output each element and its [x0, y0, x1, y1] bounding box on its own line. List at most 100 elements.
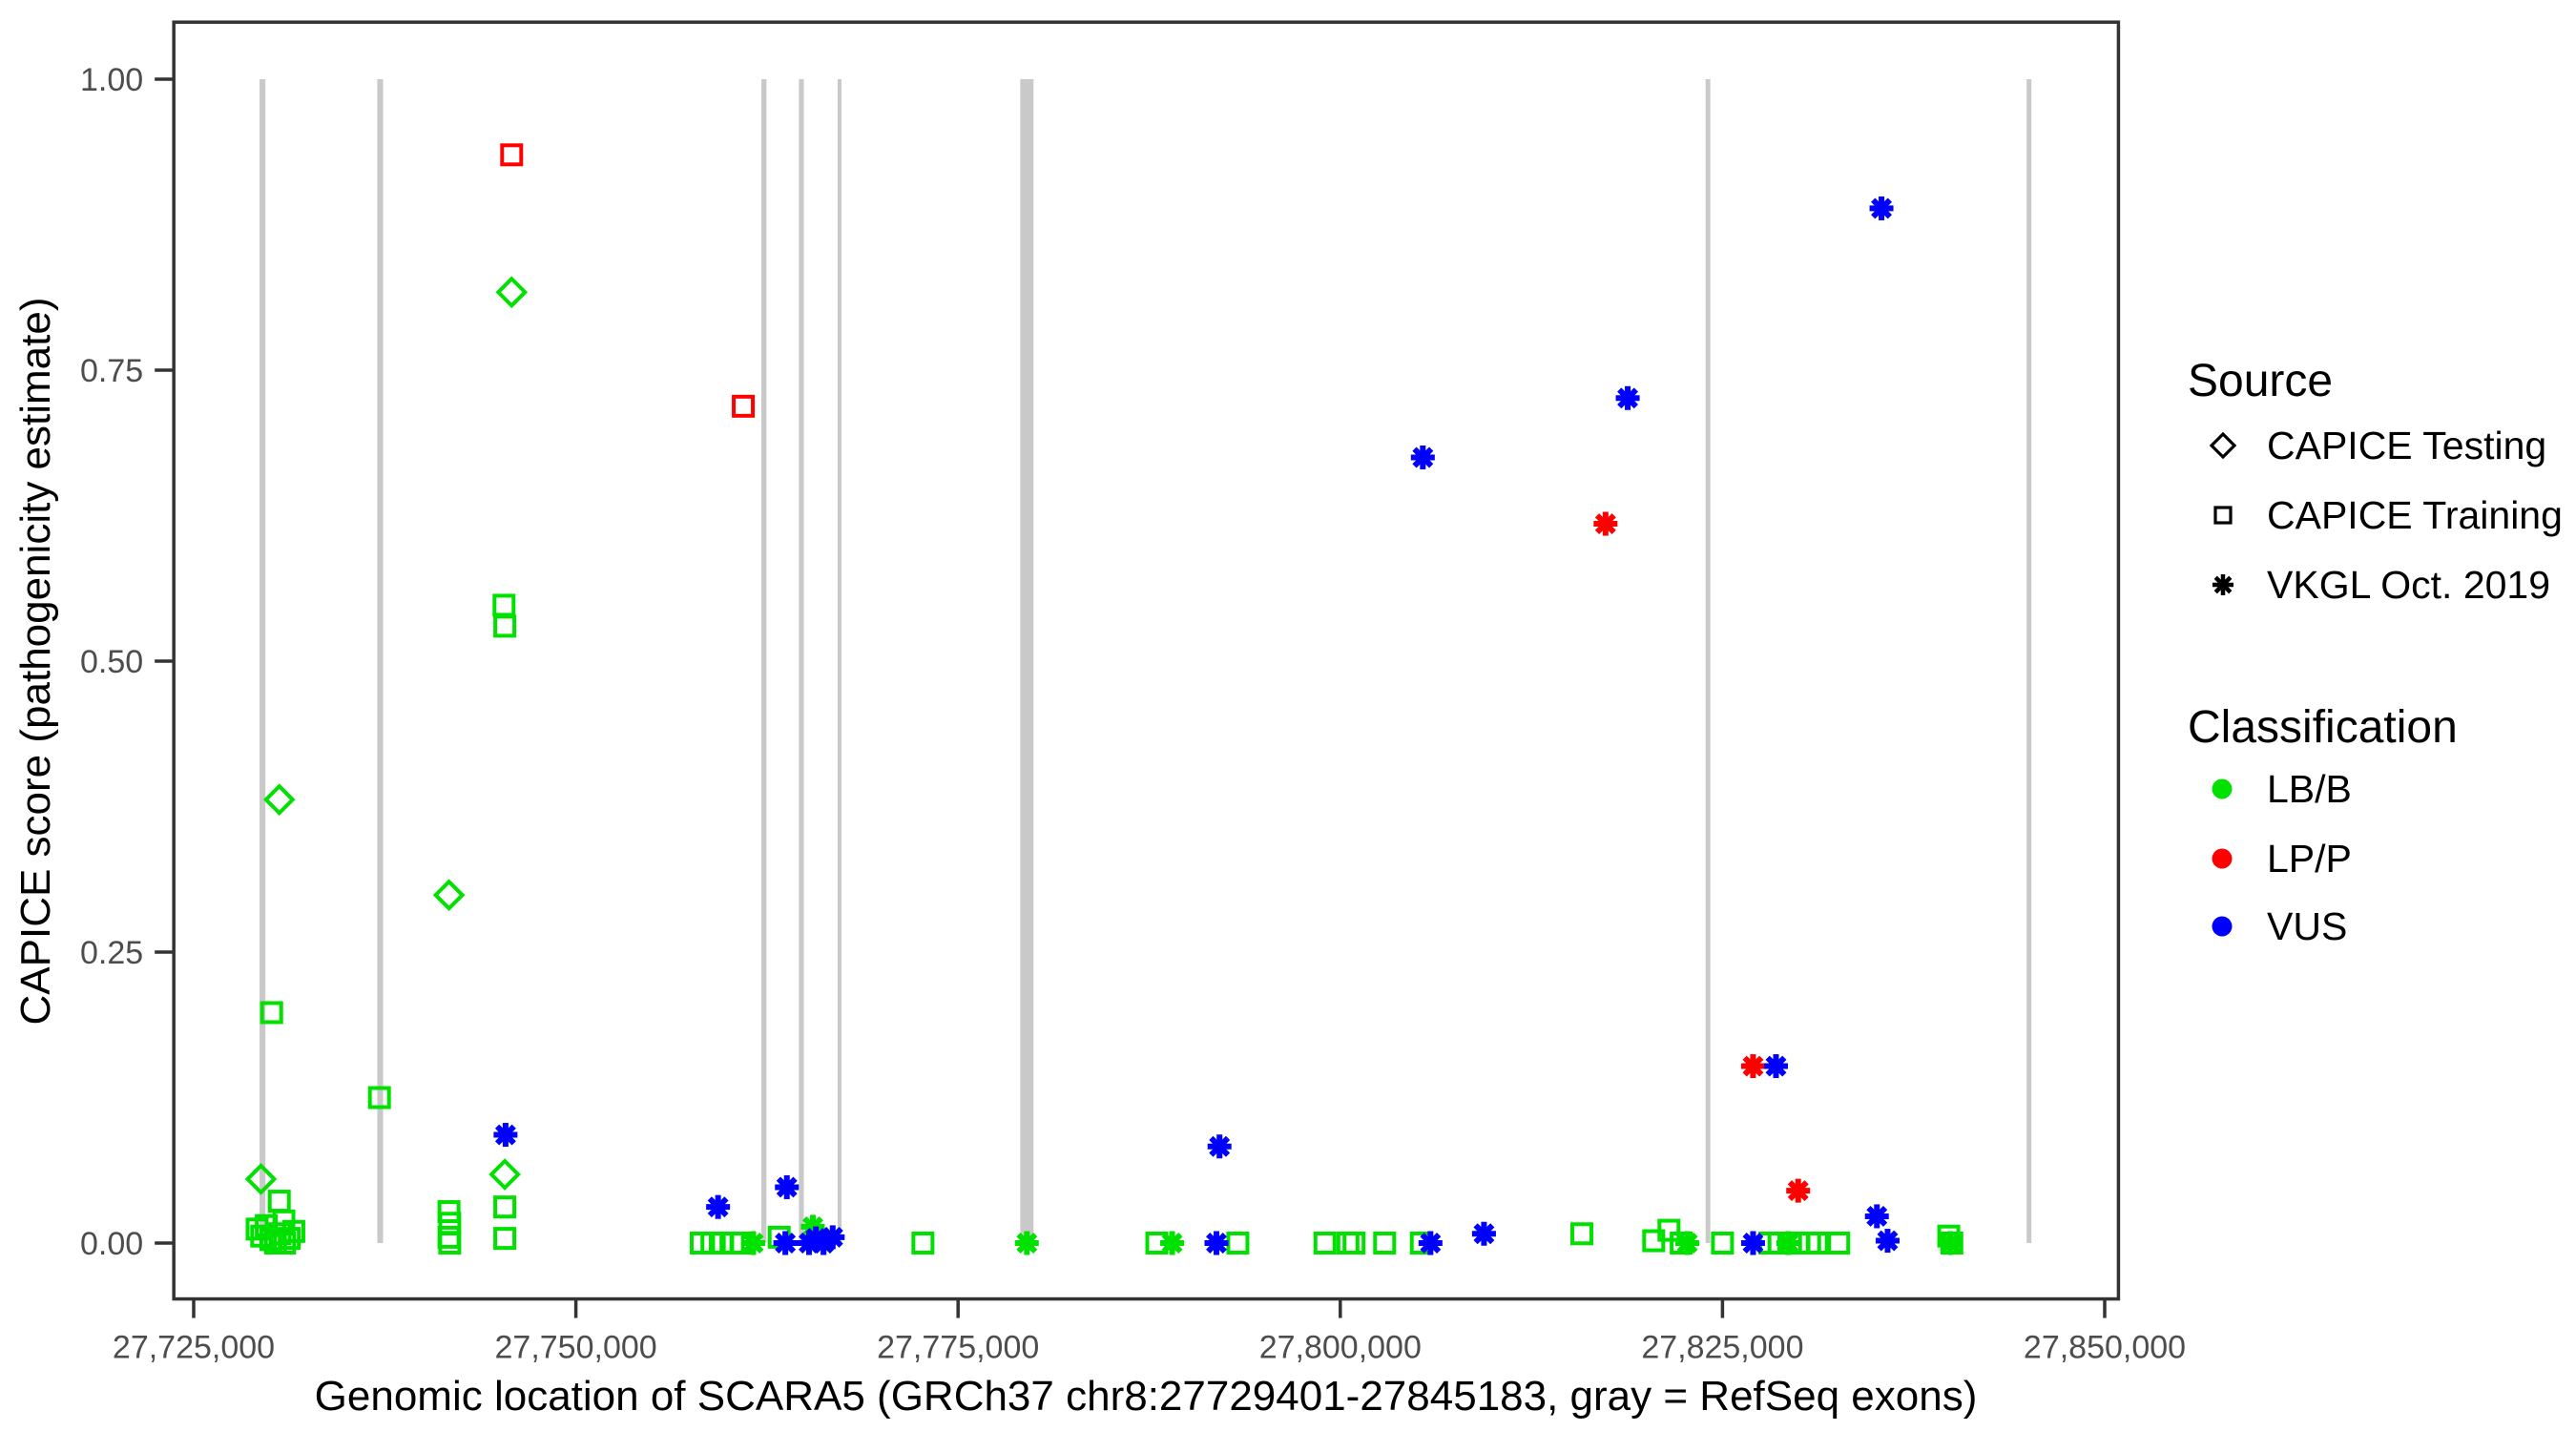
- asterisk-marker: [1418, 1231, 1443, 1255]
- diamond-marker: [488, 1158, 521, 1191]
- legend-item-label: VKGL Oct. 2019: [2267, 563, 2550, 607]
- legend-item-label: VUS: [2267, 904, 2347, 948]
- asterisk-arm: [1777, 1233, 1799, 1254]
- data-points: [244, 143, 1963, 1255]
- asterisk-arm: [1594, 513, 1616, 535]
- square-marker: [2213, 506, 2233, 525]
- asterisk-marker: [706, 1194, 731, 1219]
- y-axis: 0.00 0.25 0.50 0.75 1.00: [80, 62, 175, 1262]
- plot-panel: [174, 22, 2119, 1299]
- asterisk-marker: [1869, 196, 1894, 220]
- asterisk-marker: [1938, 1231, 1963, 1255]
- legend-item-label: LB/B: [2267, 767, 2352, 811]
- panel-background: [174, 22, 2119, 1299]
- x-tick-label: 27,775,000: [877, 1330, 1039, 1366]
- asterisk-arm: [1765, 1055, 1787, 1077]
- asterisk-arm: [1209, 1135, 1231, 1157]
- asterisk-marker: [773, 1231, 798, 1255]
- asterisk-marker: [1763, 1054, 1788, 1079]
- y-tick-label: 0.75: [80, 353, 143, 389]
- refseq-exon-bars: [260, 79, 2032, 1243]
- diamond-marker: [262, 783, 296, 817]
- diamond-marker: [2209, 431, 2237, 460]
- asterisk-marker: [775, 1174, 800, 1199]
- asterisk-arm: [1742, 1055, 1764, 1077]
- y-axis-title: CAPICE score (pathogenicity estimate): [12, 298, 59, 1026]
- asterisk-arm: [776, 1176, 798, 1198]
- asterisk-arm: [1787, 1180, 1809, 1202]
- legend-item-label: CAPICE Training: [2267, 493, 2563, 537]
- asterisk-arm: [707, 1196, 729, 1218]
- square-marker: [1827, 1232, 1851, 1255]
- exon-bar: [761, 79, 767, 1243]
- exon-bar: [799, 79, 804, 1243]
- series-lpp: [500, 143, 756, 418]
- asterisk-marker: [1410, 446, 1435, 469]
- legend-item-label: LP/P: [2267, 837, 2352, 881]
- square-marker: [438, 1232, 462, 1255]
- asterisk-marker: [1204, 1231, 1229, 1255]
- asterisk-arm: [1016, 1233, 1038, 1254]
- asterisk-marker: [1471, 1221, 1496, 1246]
- x-tick-label: 27,750,000: [495, 1330, 657, 1366]
- legend-source-title: Source: [2188, 356, 2333, 406]
- square-marker: [493, 614, 517, 638]
- asterisk-arm: [1940, 1233, 1962, 1254]
- asterisk-marker: [1160, 1231, 1185, 1255]
- square-marker: [500, 143, 524, 167]
- asterisk-marker: [1014, 1231, 1039, 1255]
- asterisk-arm: [1473, 1223, 1495, 1245]
- exon-bar: [1020, 79, 1034, 1243]
- square-marker: [272, 1209, 296, 1233]
- square-marker: [732, 394, 756, 418]
- legend-item-vkgl-oct-2019: VKGL Oct. 2019: [2212, 563, 2550, 607]
- square-marker: [493, 1195, 517, 1219]
- asterisk-arm: [821, 1226, 843, 1248]
- asterisk-marker: [1207, 1134, 1232, 1159]
- asterisk-arm: [1676, 1233, 1698, 1254]
- y-tick-label: 0.25: [80, 935, 143, 971]
- x-tick-label: 27,825,000: [1641, 1330, 1803, 1366]
- x-tick-label: 27,800,000: [1259, 1330, 1422, 1366]
- y-tick-label: 0.50: [80, 644, 143, 680]
- asterisk-marker: [1740, 1054, 1765, 1079]
- y-tick-label: 1.00: [80, 62, 143, 98]
- exon-bar: [2026, 79, 2032, 1243]
- x-axis: 27,725,000 27,750,000 27,775,000 27,800,000…: [113, 1298, 2186, 1366]
- asterisk-arm: [1877, 1230, 1899, 1252]
- asterisk-arm: [775, 1233, 797, 1254]
- exon-bar: [837, 79, 842, 1243]
- legend-item-lb-b: LB/B: [2212, 767, 2352, 811]
- asterisk-marker: [1786, 1178, 1811, 1203]
- square-marker: [493, 1227, 517, 1251]
- diamond-marker: [432, 879, 466, 912]
- asterisk-arm: [1617, 387, 1639, 409]
- square-marker: [1313, 1232, 1337, 1255]
- square-marker: [911, 1232, 935, 1255]
- asterisk-marker: [493, 1123, 518, 1148]
- asterisk-arm: [2213, 575, 2233, 594]
- circle-marker: [2212, 916, 2233, 937]
- asterisk-arm: [1206, 1233, 1227, 1254]
- asterisk-arm: [494, 1124, 516, 1146]
- asterisk-marker: [1776, 1231, 1800, 1255]
- square-marker: [437, 1200, 461, 1224]
- asterisk-marker: [2212, 574, 2233, 595]
- asterisk-marker: [1875, 1229, 1900, 1254]
- legend-item-label: CAPICE Testing: [2267, 424, 2546, 467]
- square-marker: [1657, 1218, 1681, 1242]
- x-tick-label: 27,850,000: [2024, 1330, 2186, 1366]
- asterisk-marker: [1864, 1204, 1889, 1229]
- legend-item-capice-training: CAPICE Training: [2213, 493, 2563, 537]
- legend-item-capice-testing: CAPICE Testing: [2209, 424, 2546, 467]
- series-vus: [493, 196, 1900, 1255]
- asterisk-marker: [740, 1231, 765, 1255]
- asterisk-marker: [821, 1225, 845, 1250]
- series-lbb: [244, 276, 529, 1195]
- square-marker: [1569, 1222, 1593, 1246]
- x-tick-label: 27,725,000: [113, 1330, 275, 1366]
- asterisk-arm: [1420, 1233, 1442, 1254]
- asterisk-arm: [742, 1233, 764, 1254]
